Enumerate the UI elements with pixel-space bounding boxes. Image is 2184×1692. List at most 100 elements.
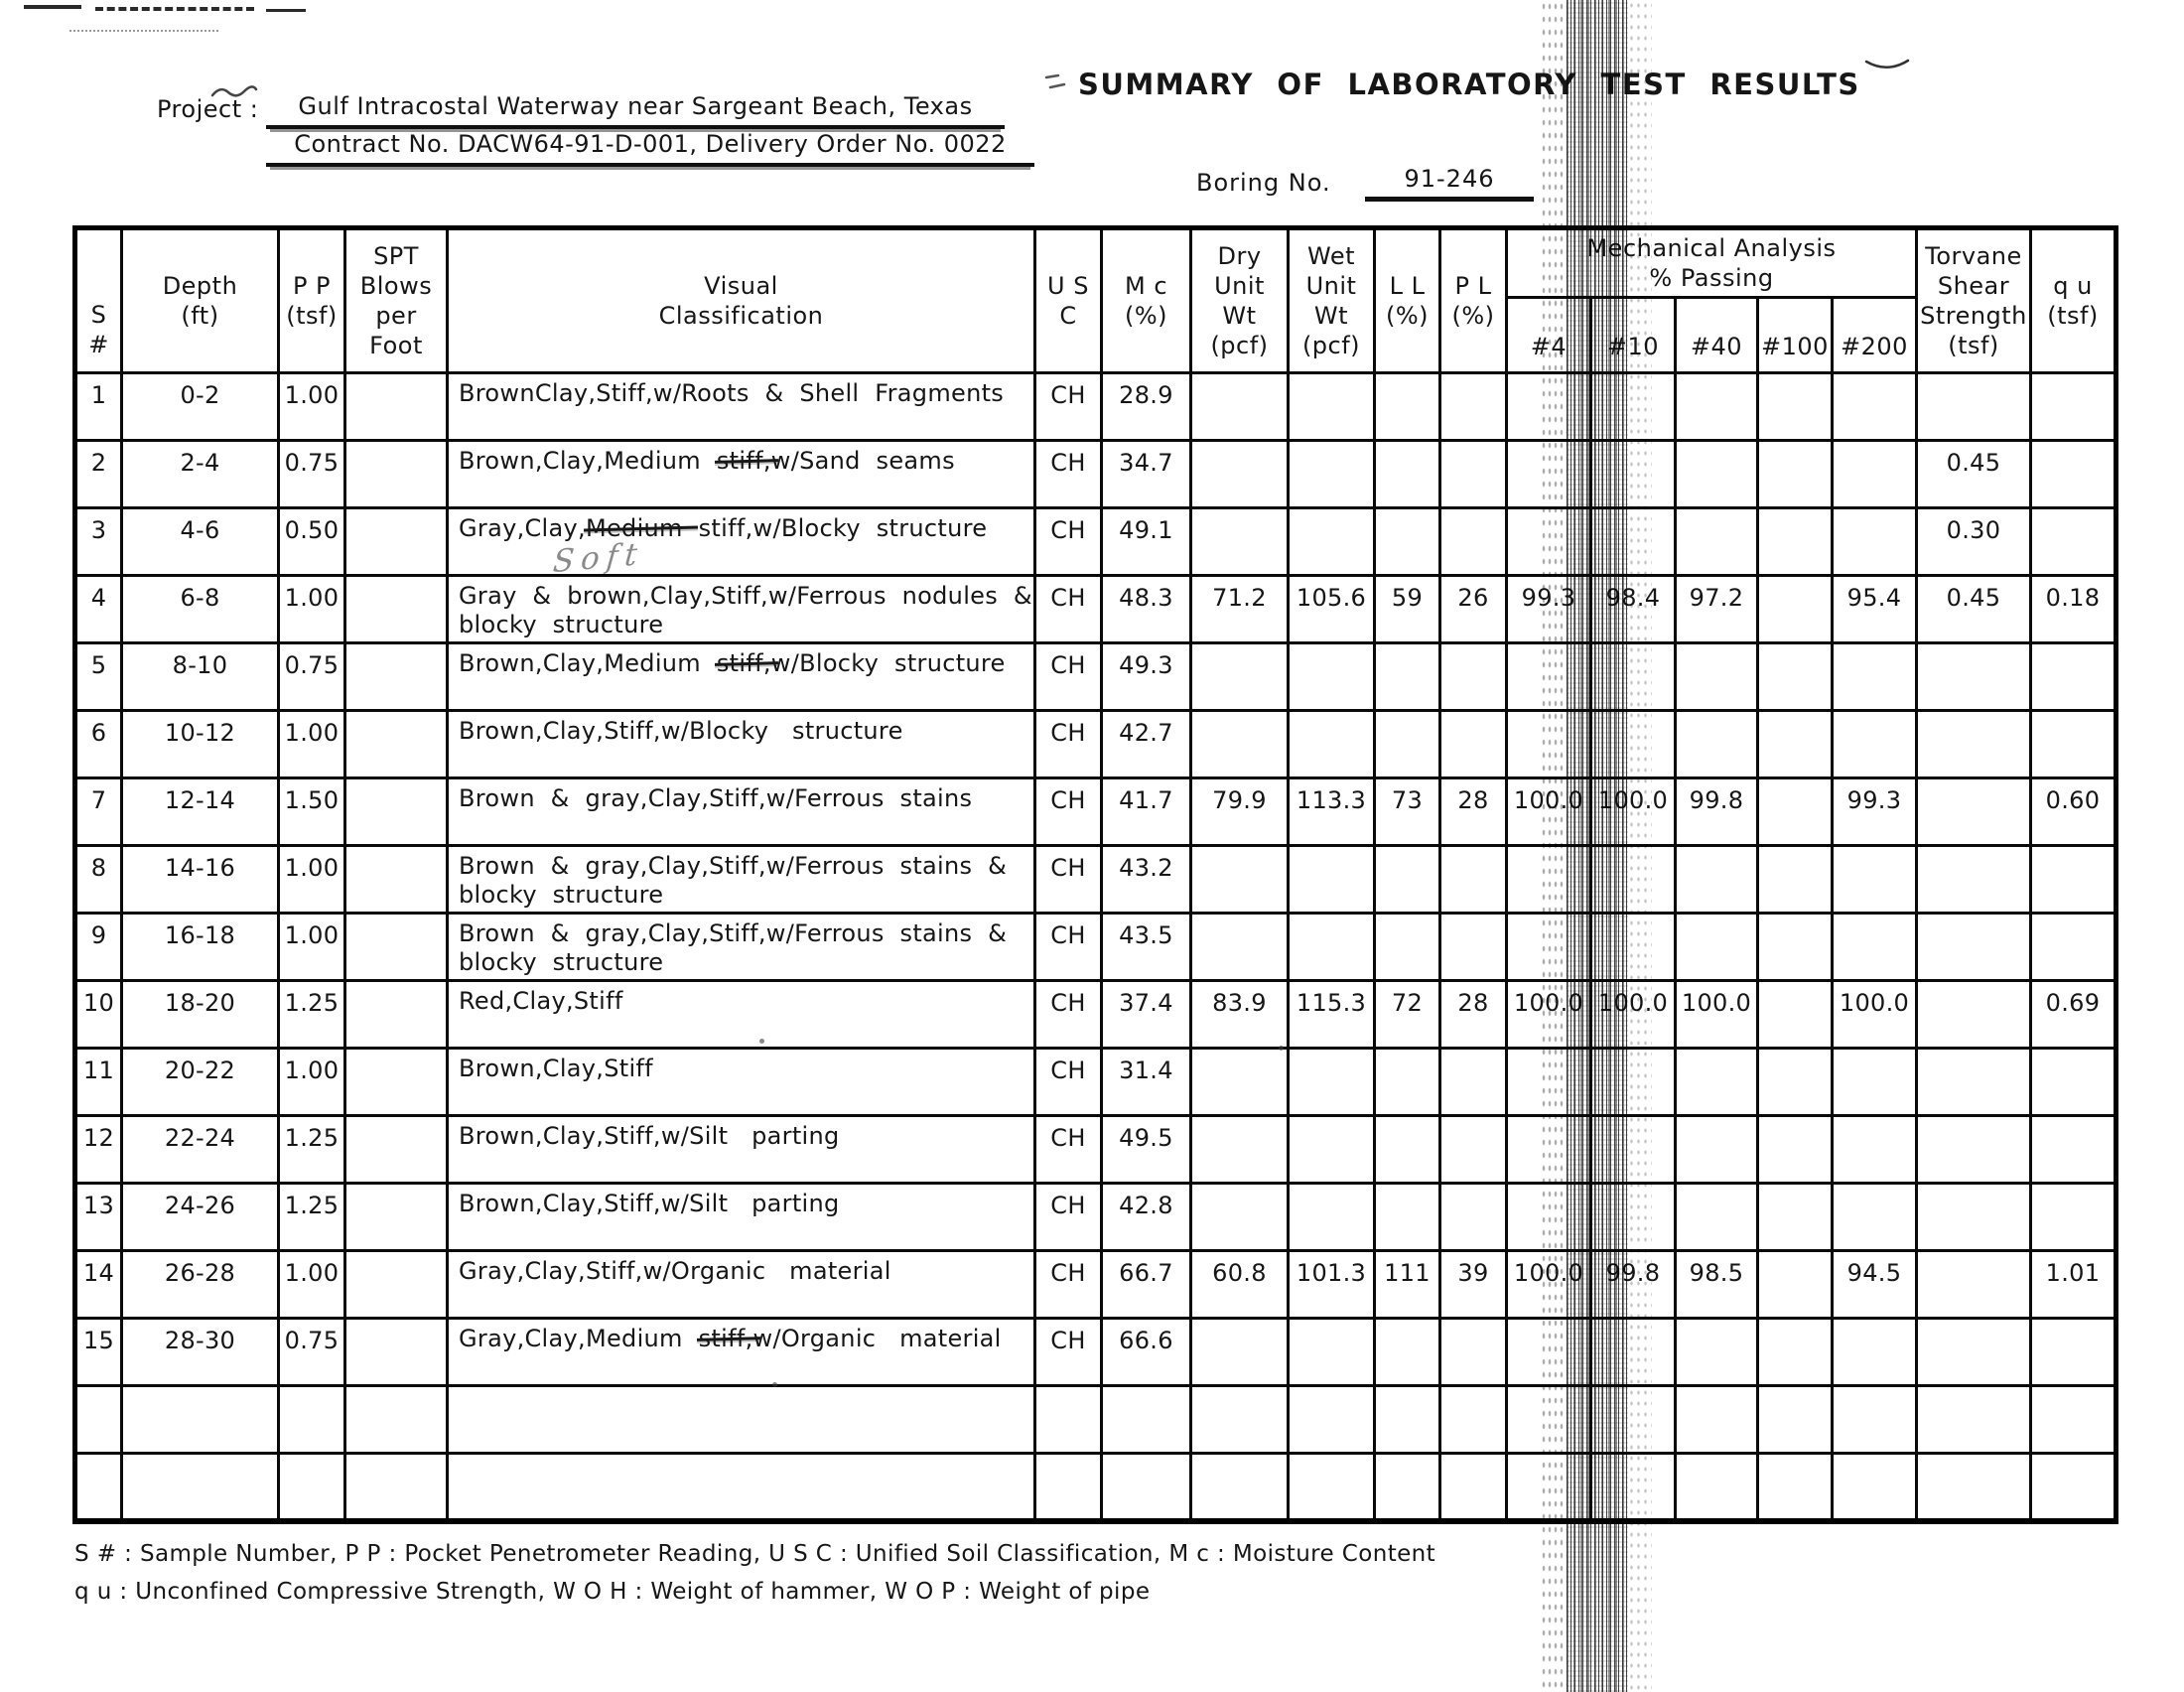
- cell-tv: 0.45: [1915, 439, 2032, 509]
- cell-p200: [1831, 371, 1918, 442]
- table-row: 1 0-2 1.00 BrownClay,Stiff,w/Roots & Shell …: [73, 371, 2117, 442]
- cell-p10: 100.0: [1589, 776, 1677, 847]
- cell-spt: [343, 439, 449, 509]
- cell-visual: Brown & gray,Clay,Stiff,w/Ferrous stains: [446, 776, 1036, 847]
- col-header-pl: P L (%): [1438, 226, 1508, 374]
- cell-pp: 1.00: [277, 371, 346, 442]
- cell-ll: [1373, 641, 1441, 712]
- cell-tv: [1915, 371, 2032, 442]
- cell-spt: [343, 1452, 449, 1522]
- cell-mc: 49.3: [1100, 641, 1192, 712]
- visual-classification-text: BrownClay,Stiff,w/Roots & Shell Fragment…: [459, 379, 1005, 407]
- cell-p200: 99.3: [1831, 776, 1918, 847]
- cell-spt: [343, 709, 449, 779]
- cell-tv: [1915, 1452, 2032, 1522]
- cell-dry: 60.8: [1189, 1249, 1290, 1320]
- cell-spt: [343, 1114, 449, 1185]
- cell-p4: 100.0: [1505, 979, 1592, 1050]
- cell-p100: [1756, 1249, 1834, 1320]
- cell-depth: 6-8: [120, 574, 280, 644]
- cell-p4: [1505, 439, 1592, 509]
- cell-p200: [1831, 641, 1918, 712]
- cell-ll: [1373, 1047, 1441, 1117]
- cell-p40: [1674, 1182, 1759, 1252]
- page-title: SUMMARY OF LABORATORY TEST RESULTS: [1078, 68, 1860, 101]
- cell-qu: [2029, 1384, 2117, 1455]
- strikethrough-text: Medium: [585, 514, 691, 542]
- cell-pp: 1.00: [277, 574, 346, 644]
- cell-pl: [1438, 641, 1508, 712]
- cell-depth: 18-20: [120, 979, 280, 1050]
- cell-p4: [1505, 709, 1592, 779]
- strikethrough-text: stiff,: [716, 447, 771, 475]
- scan-speck: [772, 1382, 777, 1387]
- cell-p4: 99.3: [1505, 574, 1592, 644]
- cell-usc: CH: [1033, 709, 1103, 779]
- cell-depth: 12-14: [120, 776, 280, 847]
- cell-p4: 100.0: [1505, 776, 1592, 847]
- visual-classification-text: w/Organic material: [752, 1325, 1002, 1352]
- table-row: 7 12-14 1.50 Brown & gray,Clay,Stiff,w/Ferr…: [73, 776, 2117, 847]
- cell-ll: [1373, 1317, 1441, 1387]
- cell-usc: CH: [1033, 574, 1103, 644]
- cell-pp: 0.50: [277, 506, 346, 577]
- cell-p4: [1505, 1182, 1592, 1252]
- cell-visual: Brown,Clay,Stiff,w/Silt parting: [446, 1182, 1036, 1252]
- visual-classification-text: Brown,Clay,Medium: [459, 649, 717, 677]
- cell-p4: [1505, 844, 1592, 915]
- cell-dry: [1189, 506, 1290, 577]
- cell-pp: 1.25: [277, 1182, 346, 1252]
- cell-tv: [1915, 844, 2032, 915]
- cell-s: 4: [73, 574, 123, 644]
- cell-s: 14: [73, 1249, 123, 1320]
- cell-p10: [1589, 1384, 1677, 1455]
- cell-s: 6: [73, 709, 123, 779]
- cell-ll: 73: [1373, 776, 1441, 847]
- handwritten-squiggle-icon: [210, 85, 258, 97]
- cell-wet: 115.3: [1287, 979, 1376, 1050]
- cell-usc: CH: [1033, 1182, 1103, 1252]
- boring-number-value: 91-246: [1365, 165, 1534, 202]
- cell-p40: [1674, 1317, 1759, 1387]
- cell-dry: 83.9: [1189, 979, 1290, 1050]
- table-row: 14 26-28 1.00 Gray,Clay,Stiff,w/Organic mat…: [73, 1249, 2117, 1320]
- cell-pp: 1.00: [277, 709, 346, 779]
- footnote-abbreviations-1: S # : Sample Number, P P : Pocket Penetr…: [74, 1541, 1436, 1567]
- cell-mc: 66.7: [1100, 1249, 1192, 1320]
- col-header-ll: L L (%): [1373, 226, 1441, 374]
- cell-pl: [1438, 371, 1508, 442]
- cell-spt: [343, 506, 449, 577]
- cell-p4: [1505, 1452, 1592, 1522]
- cell-p200: [1831, 1047, 1918, 1117]
- col-header-spt: SPT Blows per Foot: [343, 226, 449, 374]
- cell-p200: [1831, 1182, 1918, 1252]
- cell-dry: [1189, 844, 1290, 915]
- cell-wet: 105.6: [1287, 574, 1376, 644]
- cell-s: 13: [73, 1182, 123, 1252]
- col-header-torvane: Torvane Shear Strength (tsf): [1915, 226, 2032, 374]
- cell-pp: [277, 1452, 346, 1522]
- cell-s: 10: [73, 979, 123, 1050]
- cell-ll: [1373, 1114, 1441, 1185]
- cell-wet: [1287, 641, 1376, 712]
- cell-tv: [1915, 709, 2032, 779]
- cell-depth: 4-6: [120, 506, 280, 577]
- cell-visual: Brown,Clay,Medium stiff,w/Blocky structu…: [446, 641, 1036, 712]
- cell-p10: [1589, 1047, 1677, 1117]
- visual-classification-text: Gray & brown,Clay,Stiff,w/Ferrous nodule…: [459, 582, 1032, 610]
- cell-p10: 99.8: [1589, 1249, 1677, 1320]
- col-header-sieve-40: #40: [1674, 296, 1759, 374]
- cell-mc: 37.4: [1100, 979, 1192, 1050]
- cell-p40: 98.5: [1674, 1249, 1759, 1320]
- visual-classification-text: Brown & gray,Clay,Stiff,w/Ferrous stains…: [459, 919, 1008, 947]
- cell-usc: CH: [1033, 979, 1103, 1050]
- col-header-visual-classification: Visual Classification: [446, 226, 1036, 374]
- cell-p100: [1756, 979, 1834, 1050]
- cell-pp: 0.75: [277, 1317, 346, 1387]
- visual-classification-text: stiff,w/Blocky structure: [690, 514, 988, 542]
- cell-spt: [343, 574, 449, 644]
- col-header-sieve-200: #200: [1831, 296, 1918, 374]
- cell-qu: [2029, 506, 2117, 577]
- table-row: 3 4-6 0.50 Gray,Clay,Medium stiff,w/Blocky …: [73, 506, 2117, 577]
- cell-tv: 0.45: [1915, 574, 2032, 644]
